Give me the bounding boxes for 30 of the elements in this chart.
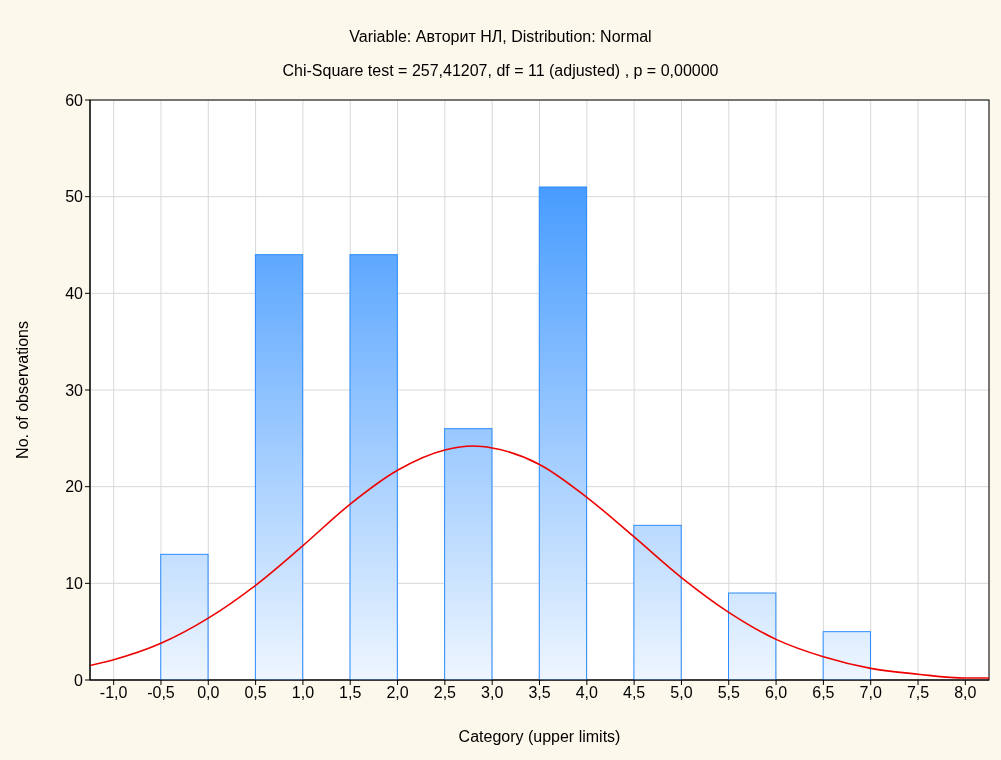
x-tick-label: 2,0 (386, 684, 409, 702)
x-tick-label: 8,0 (954, 684, 977, 702)
y-tick-label: 50 (65, 188, 84, 206)
x-tick-label: 0,0 (197, 684, 220, 702)
x-tick-label: 0,5 (244, 684, 267, 702)
y-tick-label: 0 (74, 671, 84, 689)
y-tick-label: 20 (65, 478, 84, 496)
chart-subtitle: Chi-Square test = 257,41207, df = 11 (adjusted) , p = 0,00000 (281, 62, 720, 80)
x-tick-label: 1,0 (291, 684, 315, 702)
y-tick-label: 30 (65, 381, 84, 399)
x-tick-label: 5,5 (717, 684, 740, 702)
y-axis-title: No. of observations (13, 321, 31, 459)
x-tick-label: -1,0 (99, 684, 128, 702)
x-tick-label: 3,0 (481, 684, 504, 702)
x-tick-label: 7,0 (859, 684, 882, 702)
x-axis-title: Category (upper limits) (458, 728, 621, 745)
x-tick-label: 7,5 (906, 684, 930, 702)
chart-title: Variable: Авторит НЛ, Distribution: Normal (348, 28, 653, 46)
x-tick-label: 3,5 (528, 684, 551, 702)
y-tick-label: 40 (65, 285, 84, 303)
x-tick-label: -0,5 (147, 684, 175, 702)
y-tick-label: 60 (65, 91, 84, 109)
x-tick-label: 4,5 (623, 684, 646, 702)
x-tick-label: 5,0 (670, 684, 693, 702)
x-tick-label: 2,5 (433, 684, 457, 702)
x-tick-label: 4,0 (575, 684, 599, 702)
x-tick-label: 1,5 (339, 684, 362, 702)
y-tick-label: 10 (65, 575, 84, 593)
x-tick-label: 6,0 (764, 684, 788, 702)
x-tick-label: 6,5 (812, 684, 835, 702)
